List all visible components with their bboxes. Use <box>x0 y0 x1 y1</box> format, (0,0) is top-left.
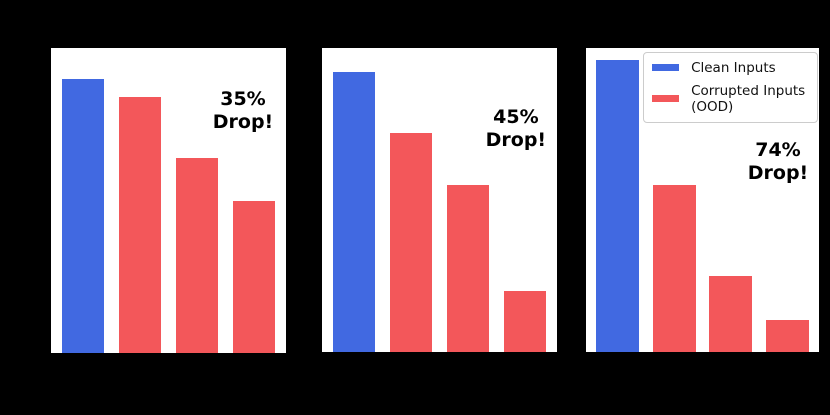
drop-annotation-line-2: Drop! <box>212 110 274 133</box>
legend-swatch-clean <box>652 64 680 72</box>
drop-annotation-line-1: 35% <box>220 87 266 110</box>
bar-corrupted <box>766 320 809 352</box>
drop-annotation-line-1: 74% <box>755 139 801 162</box>
bar-corrupted <box>447 184 490 352</box>
bar-clean <box>333 72 376 352</box>
legend: Clean Inputs Corrupted Inputs (OOD) <box>643 51 818 123</box>
bar-chart-panel-1: 35% Drop! <box>51 48 286 353</box>
bar-corrupted <box>503 291 547 352</box>
drop-annotation: 74% Drop! <box>748 139 808 185</box>
legend-item-clean: Clean Inputs <box>652 60 809 76</box>
bar-chart-panel-2: 45% Drop! <box>322 48 557 352</box>
bar-clean <box>596 60 639 352</box>
drop-annotation-line-2: Drop! <box>485 128 547 151</box>
bar-corrupted <box>709 276 752 352</box>
bar-corrupted <box>118 96 162 353</box>
bar-corrupted <box>653 184 696 352</box>
bar-corrupted <box>232 200 276 353</box>
drop-annotation: 35% Drop! <box>213 88 273 134</box>
drop-annotation: 45% Drop! <box>486 106 546 152</box>
legend-label-corrupted: Corrupted Inputs (OOD) <box>691 82 806 115</box>
bars-container <box>586 48 819 352</box>
bar-corrupted <box>389 133 433 352</box>
bars-container <box>322 48 557 352</box>
drop-annotation-line-1: 45% <box>493 105 539 128</box>
legend-label-clean: Clean Inputs <box>691 59 776 76</box>
bars-container <box>51 48 286 353</box>
bar-clean <box>62 78 105 353</box>
legend-item-corrupted: Corrupted Inputs (OOD) <box>652 83 809 115</box>
bar-corrupted <box>176 157 219 353</box>
drop-annotation-line-2: Drop! <box>747 162 809 185</box>
bar-chart-panel-3: Clean Inputs Corrupted Inputs (OOD) 74% … <box>586 48 819 352</box>
legend-swatch-corrupted <box>652 95 680 103</box>
